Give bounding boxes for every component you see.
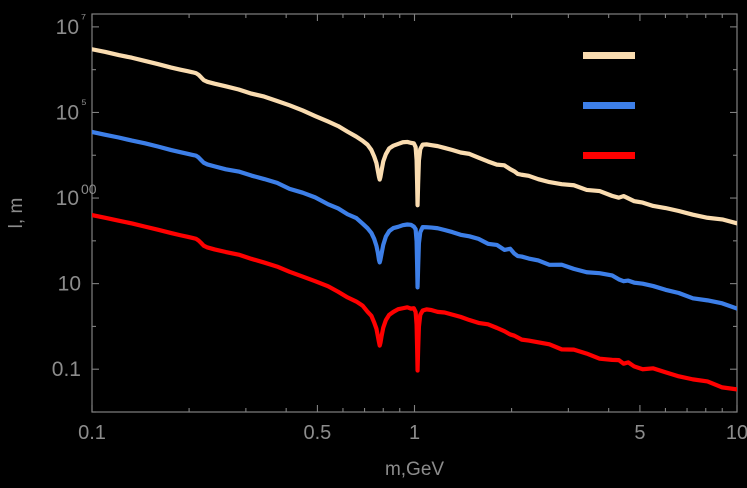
curve-red xyxy=(92,212,737,392)
x-tick-label: 1 xyxy=(409,422,420,444)
x-tick-label: 0.1 xyxy=(78,422,106,444)
svg-text:10: 10 xyxy=(56,187,79,210)
y-tick-label: 0.1 xyxy=(52,358,81,381)
curve-tan xyxy=(92,47,737,226)
y-tick-label: 10 ⁷ xyxy=(56,10,86,39)
curve-blue xyxy=(92,129,737,311)
svg-text:10: 10 xyxy=(56,16,79,39)
svg-text:⁵: ⁵ xyxy=(81,95,87,111)
svg-text:⁷: ⁷ xyxy=(81,10,86,26)
plot-frame xyxy=(91,13,738,413)
x-tick-label: 5 xyxy=(634,422,645,444)
x-axis-label: m,GeV xyxy=(385,459,444,480)
y-tick-label: 10 00 xyxy=(56,181,97,210)
y-tick-label: 10 ⁵ xyxy=(56,95,87,124)
series-2-swatch[interactable] xyxy=(583,102,635,109)
x-tick-label: 10 xyxy=(726,422,747,444)
series-1-swatch[interactable] xyxy=(583,52,635,59)
y-tick-label: 10 xyxy=(58,273,81,296)
svg-text:10: 10 xyxy=(56,101,79,124)
curves-group xyxy=(92,47,737,392)
x-tick-label: 0.5 xyxy=(304,422,332,444)
series-3-swatch[interactable] xyxy=(583,152,635,159)
y-axis-label: l, m xyxy=(6,198,27,229)
svg-text:00: 00 xyxy=(81,181,97,197)
